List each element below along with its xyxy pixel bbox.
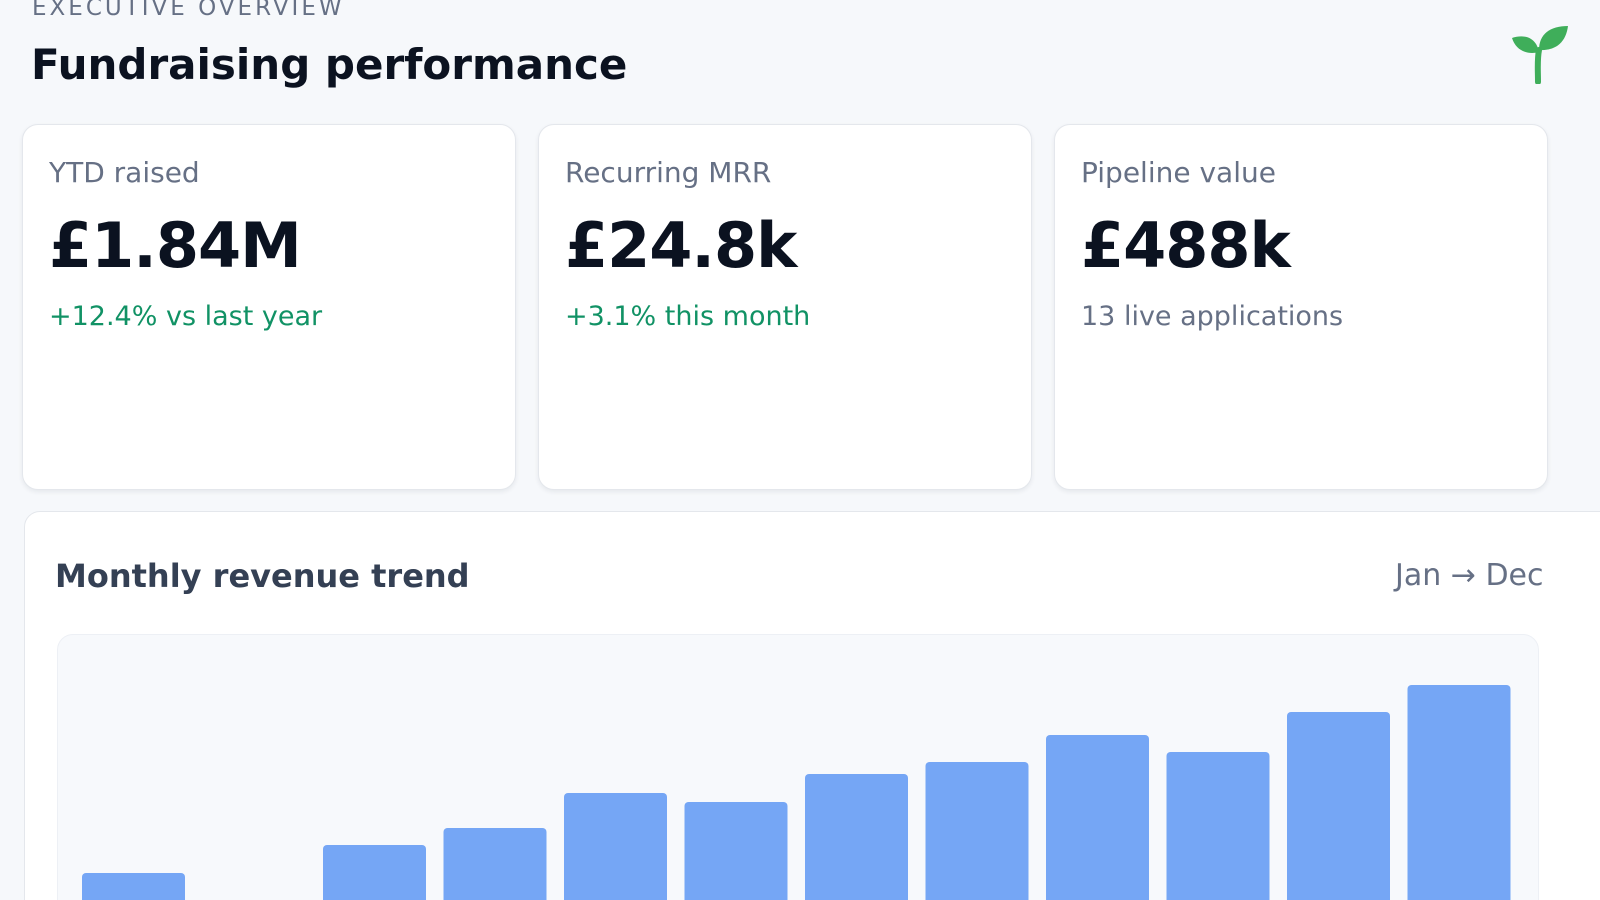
revenue-chart-panel: Monthly revenue trend Jan → Dec	[24, 511, 1600, 900]
bar-oct	[1166, 752, 1270, 900]
bar-may	[564, 793, 667, 900]
bar-aug	[925, 762, 1029, 900]
bar-jan	[82, 873, 185, 900]
kpi-subtext: 13 live applications	[1081, 301, 1344, 332]
kpi-value: £1.84M	[49, 209, 302, 282]
kpi-label: YTD raised	[49, 156, 200, 189]
chart-plot-area	[57, 634, 1539, 900]
kpi-trend: +12.4% vs last year	[49, 301, 323, 332]
page-title: Fundraising performance	[31, 40, 628, 89]
kpi-card-pipeline-value: Pipeline value £488k 13 live application…	[1054, 124, 1548, 490]
kpi-value: £488k	[1081, 209, 1291, 282]
chart-date-range: Jan → Dec	[1395, 558, 1544, 593]
chart-title: Monthly revenue trend	[55, 557, 470, 595]
revenue-bar-chart	[82, 685, 1511, 900]
bar-jun	[684, 802, 788, 900]
kpi-label: Recurring MRR	[565, 156, 772, 189]
bar-mar	[323, 845, 426, 900]
bar-sep	[1046, 735, 1149, 900]
bar-apr	[443, 828, 547, 900]
bar-nov	[1287, 712, 1390, 900]
bar-dec	[1407, 685, 1511, 900]
kpi-label: Pipeline value	[1081, 156, 1276, 189]
kpi-card-recurring-mrr: Recurring MRR £24.8k +3.1% this month	[538, 124, 1032, 490]
kpi-card-ytd-raised: YTD raised £1.84M +12.4% vs last year	[22, 124, 516, 490]
kpi-trend: +3.1% this month	[565, 301, 811, 332]
page-eyebrow: EXECUTIVE OVERVIEW	[32, 0, 345, 21]
kpi-value: £24.8k	[565, 209, 797, 282]
bar-jul	[805, 774, 908, 900]
seedling-icon	[1512, 24, 1568, 85]
